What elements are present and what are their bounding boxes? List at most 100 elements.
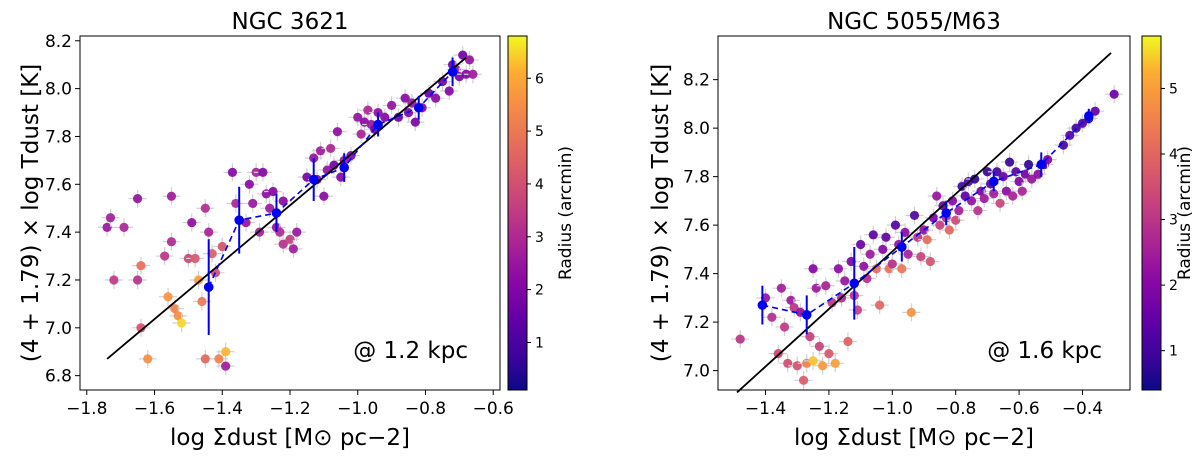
x-tick-label: −1.2 (808, 399, 849, 419)
data-point (196, 199, 215, 218)
point-marker (187, 217, 197, 228)
y-tick-label: 6.8 (45, 367, 72, 387)
data-point (155, 247, 174, 266)
data-point (131, 256, 150, 275)
point-marker (856, 239, 866, 250)
point-marker (1020, 169, 1031, 179)
point-marker (204, 227, 214, 237)
y-tick-label: 7.0 (45, 319, 72, 339)
colorbar-tick-label: 3 (535, 230, 544, 246)
data-point (804, 259, 823, 278)
point-marker (244, 179, 254, 189)
point-marker (890, 220, 901, 230)
binned-marker (1036, 159, 1047, 170)
data-point (927, 187, 946, 206)
point-marker (326, 143, 336, 154)
colorbar-label: Radius (arcmin) (556, 146, 576, 280)
data-point (731, 330, 750, 349)
point-marker (193, 275, 204, 285)
point-marker (916, 252, 926, 262)
point-marker (881, 232, 891, 242)
point-marker (363, 105, 373, 115)
data-point (463, 65, 482, 84)
point-marker (319, 191, 329, 201)
plot-frame (79, 35, 501, 391)
data-point (216, 357, 235, 376)
point-marker (136, 323, 146, 333)
data-point (128, 270, 147, 289)
point-marker (903, 249, 913, 259)
point-marker (906, 307, 916, 318)
panel-ngc3621: NGC 3621 @ 1.2 kpc −1.8 −1.6 −1.4 −1.2 −1.0−… (18, 9, 576, 451)
data-point (870, 296, 889, 315)
point-marker (380, 112, 390, 122)
point-marker (410, 117, 420, 127)
point-marker (786, 295, 796, 305)
x-tick-label: −1.4 (202, 399, 243, 419)
data-point (352, 125, 371, 144)
point-marker (214, 354, 224, 364)
data-point (101, 208, 120, 227)
data-point (810, 337, 829, 356)
binned-marker (203, 282, 214, 292)
data-point (899, 245, 918, 264)
point-marker (387, 100, 397, 110)
data-point (382, 96, 401, 115)
colorbar-tick-label: 4 (1169, 147, 1178, 163)
x-tick-label: −0.6 (473, 399, 514, 419)
data-point (864, 225, 883, 244)
point-marker (779, 322, 790, 332)
x-ticks: −1.4 −1.2 −1.0 −0.8 −0.6 −0.4 (745, 390, 1103, 419)
y-tick-label: 8.2 (683, 71, 710, 91)
data-point (196, 349, 215, 368)
fit-line (736, 52, 1112, 394)
point-marker (197, 296, 207, 307)
point-marker (1027, 174, 1037, 184)
y-axis-label: (4 + 1.79) × log Tdust [K] (18, 64, 44, 363)
x-label-text: log Σdust [M⊙ pc−2] (794, 425, 1034, 451)
data-point (892, 259, 911, 278)
point-marker (817, 361, 828, 371)
data-point (226, 194, 245, 213)
data-point (159, 287, 178, 306)
point-marker (814, 341, 825, 351)
data-point (991, 194, 1010, 213)
point-marker (840, 276, 850, 286)
y-tick-label: 7.2 (683, 313, 710, 333)
binned-trend-line (762, 115, 1090, 316)
data-point (1013, 182, 1032, 201)
data-point (921, 252, 940, 271)
x-tick-label: −1.0 (337, 399, 378, 419)
point-marker (982, 167, 992, 177)
data-point (876, 228, 895, 247)
x-tick-label: −1.6 (134, 399, 175, 419)
colorbar: 1 2 3 4 5 6 Radius (arcmin) (507, 35, 576, 391)
colorbar: 1 2 3 4 5 Radius (arcmin) (1141, 35, 1195, 391)
data-point (203, 244, 222, 263)
data-point (328, 122, 347, 141)
data-point (838, 332, 857, 351)
point-marker (989, 189, 999, 199)
point-marker (995, 198, 1005, 208)
point-marker (970, 174, 980, 184)
point-marker (109, 275, 119, 285)
x-tick-label: −1.4 (745, 399, 786, 419)
point-marker (1109, 89, 1119, 99)
data-point (1003, 187, 1022, 206)
point-marker (468, 69, 478, 79)
point-marker (431, 93, 441, 103)
point-marker (248, 198, 258, 209)
point-marker (231, 198, 241, 209)
point-marker (332, 127, 343, 137)
point-marker (1004, 157, 1015, 167)
point-marker (163, 292, 173, 302)
point-marker (400, 93, 410, 103)
data-point (883, 254, 902, 273)
point-marker (353, 112, 363, 122)
point-marker (275, 227, 285, 237)
point-marker (735, 334, 745, 344)
point-marker (833, 264, 844, 274)
point-marker (909, 210, 920, 221)
colorbar-tick-label: 5 (535, 124, 544, 140)
point-marker (217, 241, 227, 252)
